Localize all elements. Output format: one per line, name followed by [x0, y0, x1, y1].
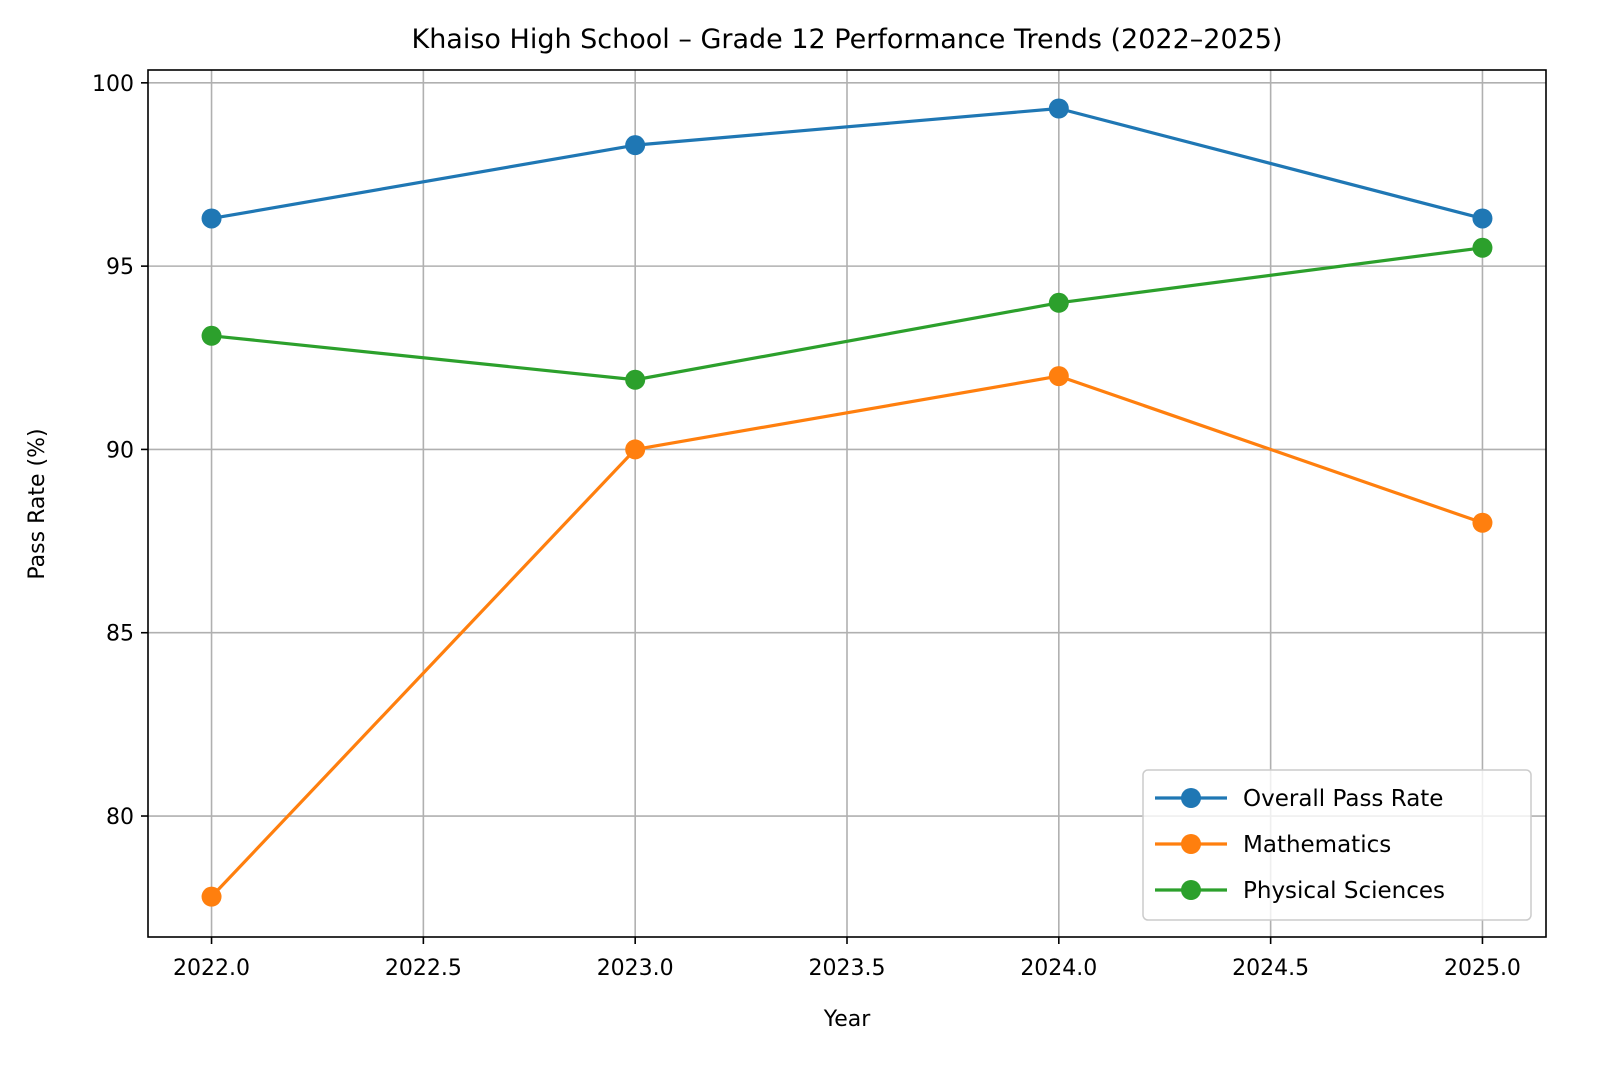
series-layer	[201, 98, 1493, 907]
data-point-marker	[1048, 98, 1069, 119]
x-axis-label: Year	[823, 1007, 872, 1032]
x-tick-label: 2023.0	[597, 956, 674, 981]
legend-item: Mathematics	[1155, 832, 1391, 858]
y-tick-label: 80	[106, 805, 134, 830]
x-tick-label: 2022.5	[385, 956, 462, 981]
series-overall-pass-rate	[201, 98, 1493, 229]
legend-marker-icon	[1181, 788, 1201, 808]
series-physical-sciences	[201, 237, 1493, 390]
data-point-marker	[201, 886, 222, 907]
x-tick-label: 2024.5	[1232, 956, 1309, 981]
data-point-marker	[1472, 237, 1493, 258]
gridlines	[148, 70, 1546, 937]
series-line	[210, 374, 1483, 898]
data-point-marker	[1048, 366, 1069, 387]
y-tick-label: 85	[106, 622, 134, 647]
data-point-marker	[201, 325, 222, 346]
legend: Overall Pass Rate Mathematics Physical Sci…	[1142, 769, 1532, 921]
y-axis-label: Pass Rate (%)	[25, 428, 50, 579]
x-tick-label: 2025.0	[1444, 956, 1521, 981]
x-tick-label: 2024.0	[1020, 956, 1097, 981]
y-tick-label: 90	[106, 438, 134, 463]
data-point-marker	[625, 369, 646, 390]
data-point-marker	[625, 439, 646, 460]
legend-item: Physical Sciences	[1155, 878, 1445, 904]
x-tick-label: 2023.5	[809, 956, 886, 981]
legend-label: Mathematics	[1243, 832, 1391, 858]
legend-marker-icon	[1181, 834, 1201, 854]
x-tick-label: 2022.0	[173, 956, 250, 981]
data-point-marker	[1472, 512, 1493, 533]
series-line	[211, 246, 1483, 382]
data-point-marker	[1472, 208, 1493, 229]
chart-title: Khaiso High School – Grade 12 Performanc…	[411, 24, 1282, 55]
legend-item: Overall Pass Rate	[1155, 786, 1443, 812]
legend-label: Physical Sciences	[1243, 878, 1445, 904]
y-tick-label: 95	[106, 255, 134, 280]
y-tick-label: 100	[92, 72, 134, 97]
legend-marker-icon	[1181, 880, 1201, 900]
series-line	[211, 106, 1483, 221]
y-axis-ticks: 80 85 90 95 100	[92, 72, 148, 830]
series-mathematics	[201, 366, 1493, 907]
data-point-marker	[1048, 292, 1069, 313]
legend-box	[1142, 769, 1532, 921]
data-point-marker	[201, 208, 222, 229]
x-axis-ticks: 2022.0 2022.5 2023.0 2023.5 2024.0 2024.5 2025…	[173, 937, 1521, 981]
data-point-marker	[625, 135, 646, 156]
legend-label: Overall Pass Rate	[1243, 786, 1443, 812]
